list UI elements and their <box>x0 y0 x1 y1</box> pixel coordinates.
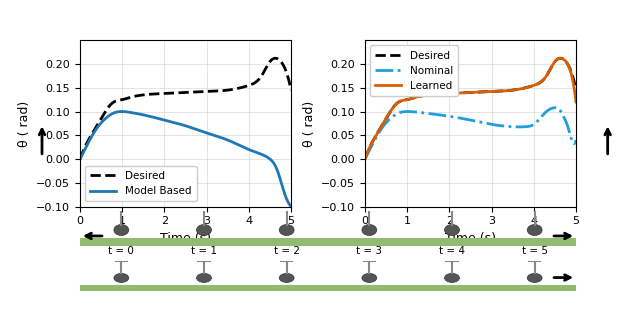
Text: t = 2: t = 2 <box>274 246 300 256</box>
FancyBboxPatch shape <box>80 238 576 247</box>
Desired <box>145 92 152 96</box>
Line: Desired: Desired <box>365 58 576 159</box>
Nominal <box>572 138 580 142</box>
Desired <box>513 87 521 91</box>
Nominal <box>515 125 522 129</box>
Ellipse shape <box>114 273 129 282</box>
FancyBboxPatch shape <box>80 285 576 291</box>
Text: t = 3: t = 3 <box>356 246 382 256</box>
Model Based <box>229 140 237 144</box>
Ellipse shape <box>279 273 294 282</box>
Desired <box>102 110 109 114</box>
Legend: Desired, Nominal, Learned: Desired, Nominal, Learned <box>370 46 458 96</box>
Desired <box>572 88 580 92</box>
Model Based <box>160 118 168 122</box>
Desired <box>287 88 295 92</box>
Desired <box>430 92 438 96</box>
Ellipse shape <box>527 224 542 236</box>
Desired <box>228 87 236 91</box>
Nominal <box>513 125 521 129</box>
Desired <box>230 87 237 91</box>
Y-axis label: θ ( rad): θ ( rad) <box>303 100 316 146</box>
Desired <box>160 91 168 95</box>
Text: t = 1: t = 1 <box>191 246 217 256</box>
Line: Desired: Desired <box>80 58 291 159</box>
Learned <box>513 87 521 91</box>
Ellipse shape <box>279 224 294 236</box>
Ellipse shape <box>362 224 377 236</box>
Desired <box>76 157 84 161</box>
Model Based <box>287 205 295 209</box>
Desired <box>494 89 502 93</box>
Nominal <box>445 114 452 118</box>
Text: t = 4: t = 4 <box>439 246 465 256</box>
Legend: Desired, Model Based: Desired, Model Based <box>85 166 196 201</box>
Learned <box>515 87 522 91</box>
Learned <box>387 110 394 114</box>
Model Based <box>230 141 238 145</box>
Line: Nominal: Nominal <box>365 108 576 159</box>
Learned <box>430 92 438 96</box>
Model Based <box>118 110 125 114</box>
Nominal <box>494 123 502 127</box>
Learned <box>556 56 564 60</box>
Ellipse shape <box>445 224 460 236</box>
Desired <box>515 87 522 91</box>
Y-axis label: θ ( rad): θ ( rad) <box>18 100 31 146</box>
Desired <box>209 89 216 93</box>
Nominal <box>552 106 560 110</box>
Nominal <box>361 157 369 161</box>
Learned <box>361 157 369 161</box>
Desired <box>387 110 394 114</box>
Learned <box>494 89 502 93</box>
Ellipse shape <box>114 224 129 236</box>
Learned <box>445 91 452 95</box>
Desired <box>271 56 279 60</box>
Desired <box>445 91 452 95</box>
Ellipse shape <box>445 273 460 282</box>
Line: Model Based: Model Based <box>80 112 291 207</box>
Desired <box>361 157 369 161</box>
Nominal <box>387 117 394 121</box>
X-axis label: Time (s): Time (s) <box>160 232 211 245</box>
Text: t = 0: t = 0 <box>108 246 134 256</box>
Nominal <box>430 112 438 116</box>
Ellipse shape <box>527 273 542 282</box>
Model Based <box>145 114 153 118</box>
Ellipse shape <box>362 273 377 282</box>
Ellipse shape <box>196 273 211 282</box>
Ellipse shape <box>196 224 211 236</box>
Model Based <box>102 117 109 121</box>
Text: t = 5: t = 5 <box>522 246 548 256</box>
Line: Learned: Learned <box>365 58 576 159</box>
X-axis label: Time (s): Time (s) <box>445 232 496 245</box>
Model Based <box>209 133 217 137</box>
Model Based <box>76 157 84 161</box>
Learned <box>572 100 580 104</box>
Desired <box>556 56 564 60</box>
